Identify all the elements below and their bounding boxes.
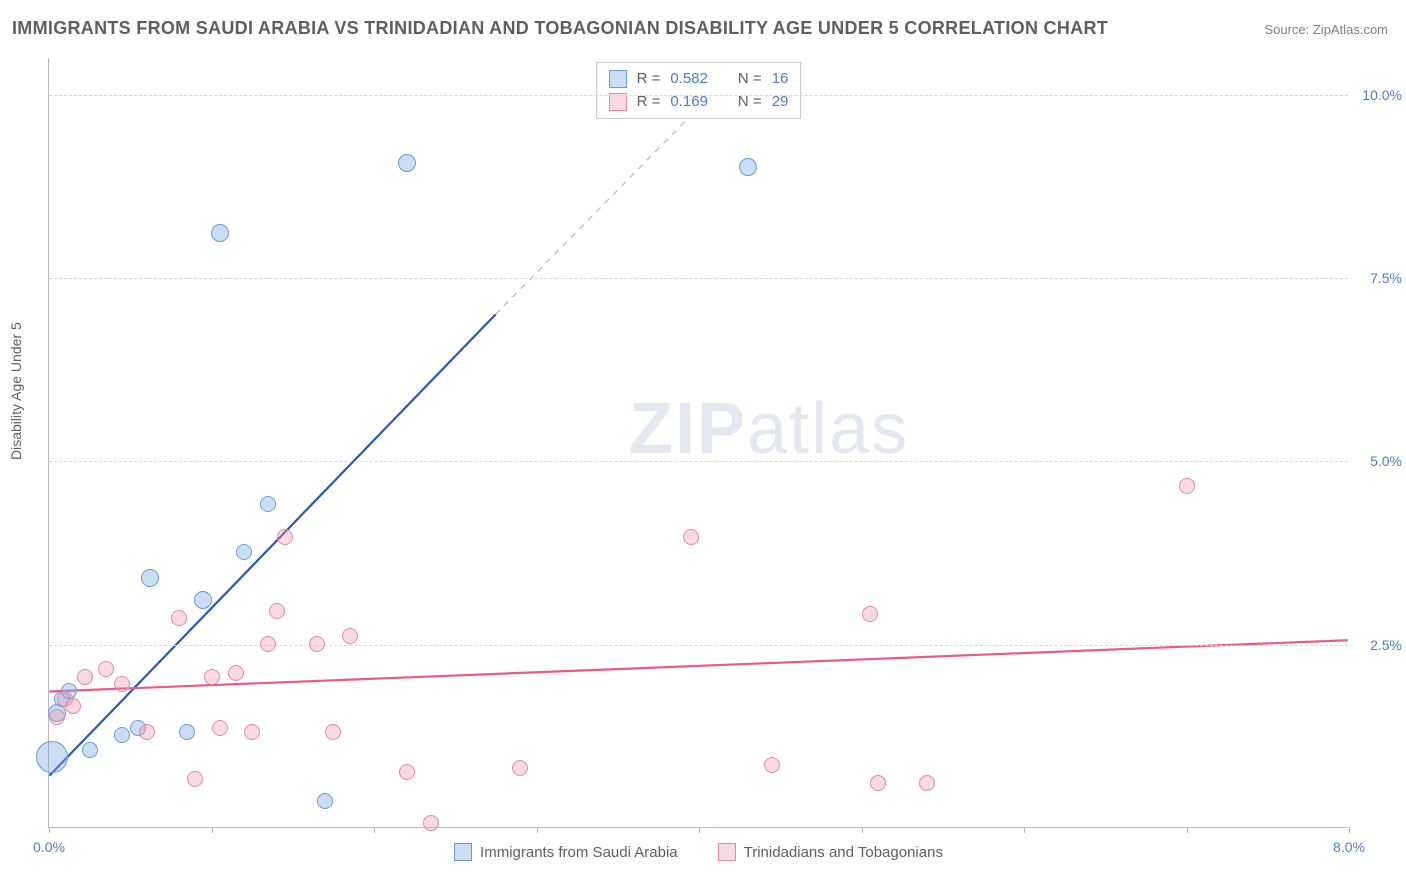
x-tick-label: 8.0% xyxy=(1333,839,1365,855)
y-tick-label: 7.5% xyxy=(1352,270,1402,286)
data-point-saudi xyxy=(739,158,757,176)
data-point-trinidad xyxy=(171,610,187,626)
plot-area: ZIPatlas R = 0.582 N = 16 R = 0.169 N = … xyxy=(48,58,1348,828)
x-tick-mark xyxy=(212,827,213,833)
y-tick-label: 10.0% xyxy=(1352,87,1402,103)
x-tick-mark xyxy=(1187,827,1188,833)
data-point-trinidad xyxy=(114,676,130,692)
data-point-trinidad xyxy=(228,665,244,681)
legend-item-trinidad: Trinidadians and Tobagonians xyxy=(718,843,943,861)
stats-legend-box: R = 0.582 N = 16 R = 0.169 N = 29 xyxy=(596,62,802,119)
gridline-h xyxy=(49,278,1348,279)
swatch-saudi-icon xyxy=(454,843,472,861)
data-point-saudi xyxy=(179,724,195,740)
data-point-saudi xyxy=(141,569,159,587)
data-point-trinidad xyxy=(98,661,114,677)
series-legend: Immigrants from Saudi Arabia Trinidadian… xyxy=(49,843,1348,861)
watermark-zip: ZIP xyxy=(629,389,747,469)
x-tick-mark xyxy=(862,827,863,833)
n-value-saudi: 16 xyxy=(772,68,789,91)
data-point-saudi xyxy=(194,591,212,609)
data-point-trinidad xyxy=(683,529,699,545)
source-attribution: Source: ZipAtlas.com xyxy=(1264,22,1388,37)
data-point-trinidad xyxy=(919,775,935,791)
x-tick-mark xyxy=(1349,827,1350,833)
legend-label-saudi: Immigrants from Saudi Arabia xyxy=(480,844,678,861)
data-point-saudi xyxy=(114,727,130,743)
data-point-trinidad xyxy=(870,775,886,791)
x-tick-mark xyxy=(699,827,700,833)
data-point-saudi xyxy=(317,793,333,809)
data-point-saudi xyxy=(211,224,229,242)
gridline-h xyxy=(49,645,1348,646)
data-point-trinidad xyxy=(49,709,65,725)
y-axis-label: Disability Age Under 5 xyxy=(8,322,24,460)
data-point-trinidad xyxy=(512,760,528,776)
chart-title: IMMIGRANTS FROM SAUDI ARABIA VS TRINIDAD… xyxy=(12,18,1108,39)
data-point-saudi xyxy=(36,741,68,773)
data-point-saudi xyxy=(260,496,276,512)
legend-item-saudi: Immigrants from Saudi Arabia xyxy=(454,843,678,861)
data-point-trinidad xyxy=(65,698,81,714)
data-point-trinidad xyxy=(269,603,285,619)
data-point-saudi xyxy=(236,544,252,560)
x-tick-mark xyxy=(537,827,538,833)
stats-row-saudi: R = 0.582 N = 16 xyxy=(609,68,789,91)
data-point-saudi xyxy=(398,154,416,172)
data-point-trinidad xyxy=(212,720,228,736)
data-point-trinidad xyxy=(244,724,260,740)
data-point-trinidad xyxy=(325,724,341,740)
trend-lines-layer xyxy=(49,58,1348,827)
gridline-h xyxy=(49,95,1348,96)
data-point-trinidad xyxy=(277,529,293,545)
data-point-trinidad xyxy=(309,636,325,652)
data-point-trinidad xyxy=(1179,478,1195,494)
legend-label-trinidad: Trinidadians and Tobagonians xyxy=(744,844,943,861)
data-point-trinidad xyxy=(764,757,780,773)
data-point-trinidad xyxy=(260,636,276,652)
x-tick-label: 0.0% xyxy=(33,839,65,855)
x-tick-mark xyxy=(1024,827,1025,833)
data-point-trinidad xyxy=(342,628,358,644)
x-tick-mark xyxy=(374,827,375,833)
gridline-h xyxy=(49,461,1348,462)
data-point-trinidad xyxy=(77,669,93,685)
correlation-chart: IMMIGRANTS FROM SAUDI ARABIA VS TRINIDAD… xyxy=(0,0,1406,892)
n-label: N = xyxy=(738,68,762,91)
watermark-atlas: atlas xyxy=(747,389,909,469)
swatch-trinidad-icon xyxy=(718,843,736,861)
watermark: ZIPatlas xyxy=(629,388,909,470)
swatch-saudi xyxy=(609,70,627,88)
y-tick-label: 5.0% xyxy=(1352,453,1402,469)
data-point-trinidad xyxy=(139,724,155,740)
r-label: R = xyxy=(637,68,661,91)
y-tick-label: 2.5% xyxy=(1352,637,1402,653)
data-point-trinidad xyxy=(423,815,439,831)
x-tick-mark xyxy=(49,827,50,833)
data-point-trinidad xyxy=(862,606,878,622)
data-point-trinidad xyxy=(187,771,203,787)
r-value-saudi: 0.582 xyxy=(670,68,708,91)
data-point-saudi xyxy=(82,742,98,758)
data-point-trinidad xyxy=(399,764,415,780)
data-point-trinidad xyxy=(204,669,220,685)
